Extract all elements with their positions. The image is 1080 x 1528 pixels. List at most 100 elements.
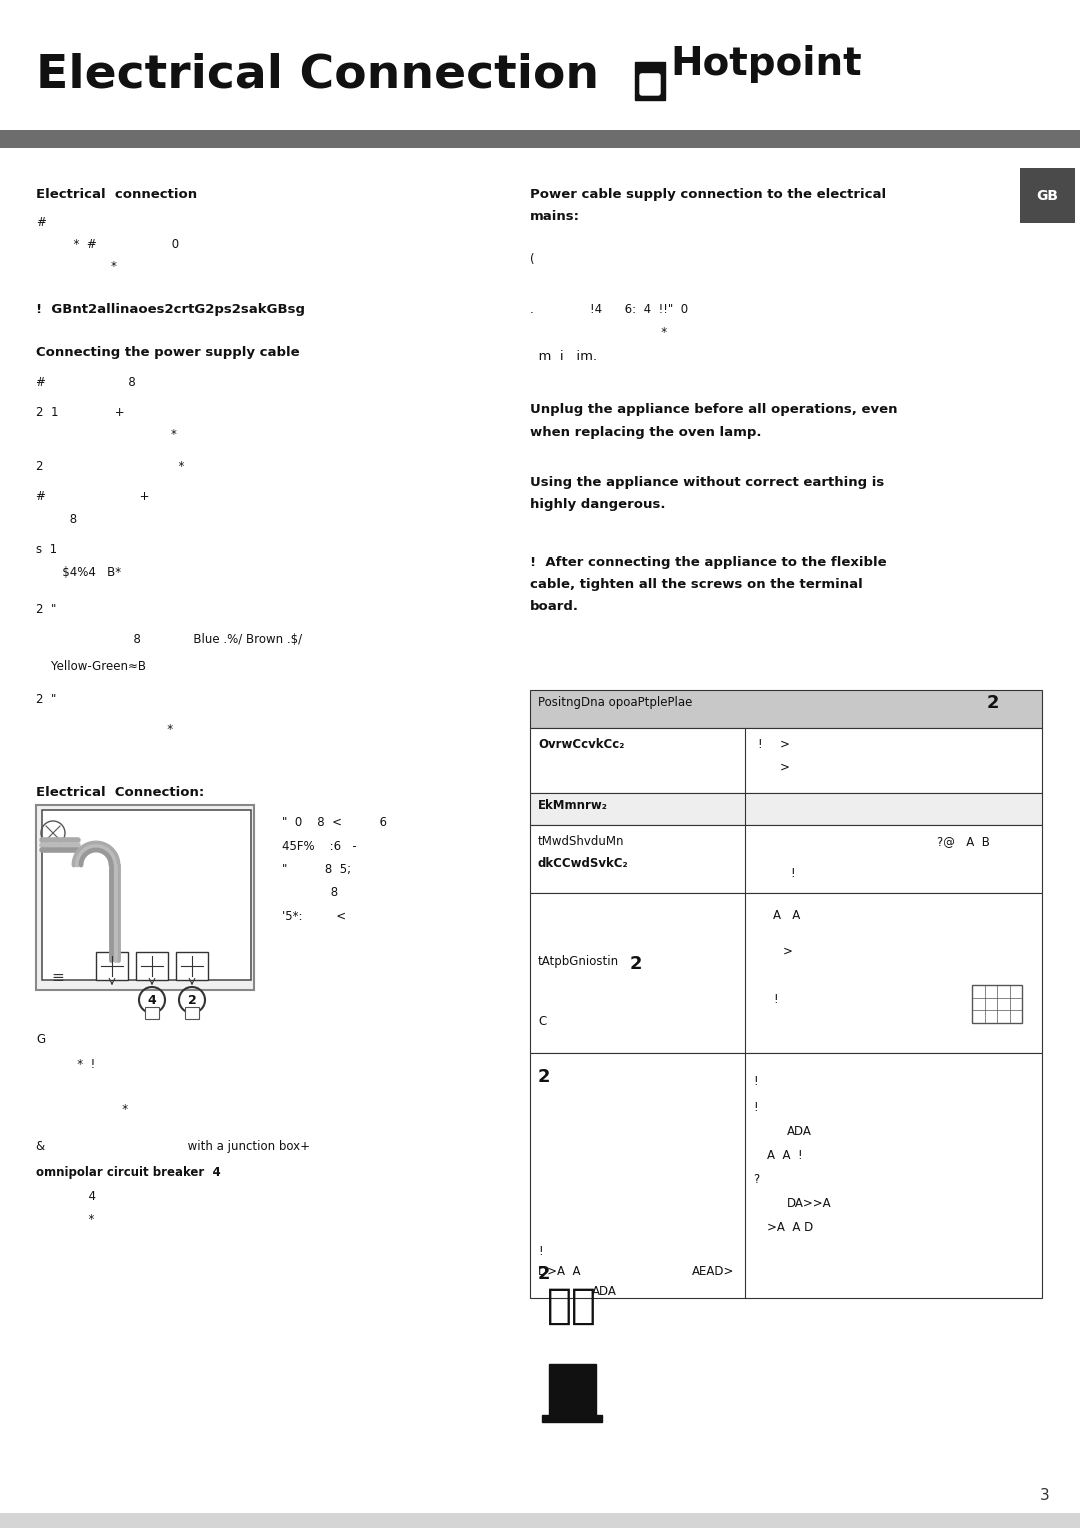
Text: 2  ": 2 " [36,604,56,616]
Bar [530,825,1042,892]
Text: GB: GB [1037,188,1058,203]
Text: &                                      with a junction box+: & with a junction box+ [36,1140,310,1154]
Bar [176,952,208,979]
Text: ADA: ADA [592,1285,617,1297]
Text: 3: 3 [1040,1488,1050,1504]
Text: 45F%    :6   -: 45F% :6 - [282,840,356,853]
Text: dkCCwdSvkC₂: dkCCwdSvkC₂ [538,857,629,869]
Text: 8: 8 [36,513,77,526]
Text: m  i   im.: m i im. [530,350,597,364]
Text: A  A  !: A A ! [767,1149,802,1161]
Bar [0,1513,1080,1528]
Text: *: * [530,325,667,339]
FancyBboxPatch shape [640,73,660,95]
Text: 2: 2 [538,1068,551,1086]
Text: cable, tighten all the screws on the terminal: cable, tighten all the screws on the ter… [530,578,863,591]
Text: AEAD>: AEAD> [692,1265,734,1277]
Text: Electrical  connection: Electrical connection [36,188,198,202]
Text: !  After connecting the appliance to the flexible: ! After connecting the appliance to the … [530,556,887,568]
Text: >: > [780,738,789,750]
Bar [136,952,168,979]
Text: Yellow-Green≈B: Yellow-Green≈B [36,660,146,672]
Text: omnipolar circuit breaker  4: omnipolar circuit breaker 4 [36,1166,220,1180]
Text: 2: 2 [188,993,197,1007]
Text: .               !4      6:  4  !!"  0: . !4 6: 4 !!" 0 [530,303,688,316]
Text: highly dangerous.: highly dangerous. [530,498,665,510]
Text: 4: 4 [36,1190,96,1203]
Text: !: ! [538,1245,542,1258]
Bar [145,1007,159,1019]
Text: !: ! [753,1102,758,1114]
Text: A   A: A A [773,909,800,921]
Text: 2: 2 [538,1265,551,1284]
Text: EkMmnrw₂: EkMmnrw₂ [538,799,608,811]
Text: !: ! [757,738,761,750]
Text: $4%4   B*: $4%4 B* [36,565,121,579]
Text: *: * [36,1103,129,1115]
Text: #                      8: # 8 [36,376,136,390]
Text: (: ( [530,254,535,266]
Text: C: C [538,1015,546,1028]
Text: DA>>A: DA>>A [787,1196,832,1210]
Text: OvrwCcvkCc₂: OvrwCcvkCc₂ [538,738,624,750]
Text: Electrical Connection: Electrical Connection [36,53,599,98]
Text: *: * [36,723,173,736]
Bar [185,1007,199,1019]
Text: tMwdShvduMn: tMwdShvduMn [538,834,624,848]
Text: *: * [36,260,117,274]
Text: 4: 4 [148,993,157,1007]
Text: ?@   A  B: ?@ A B [937,834,990,848]
Text: *  !: * ! [36,1057,95,1071]
Text: 2  ": 2 " [36,694,56,706]
Text: ADA: ADA [787,1125,812,1138]
Text: board.: board. [530,601,579,613]
Text: Using the appliance without correct earthing is: Using the appliance without correct eart… [530,477,885,489]
Bar [0,130,1080,148]
Bar [1020,168,1075,223]
Text: PositngDna opoaPtplePlae: PositngDna opoaPtplePlae [538,695,692,709]
Text: Connecting the power supply cable: Connecting the power supply cable [36,345,299,359]
Text: !: ! [773,993,778,1005]
Text: *: * [36,428,177,442]
FancyBboxPatch shape [549,1365,595,1416]
Text: ?: ? [753,1174,759,1186]
Text: G: G [36,1033,45,1047]
Bar [530,691,1042,727]
Text: !: ! [753,1076,758,1088]
Bar [530,793,1042,825]
Text: *  #                    0: * # 0 [36,238,179,251]
Text: >A  A D: >A A D [767,1221,813,1235]
Bar [530,727,1042,793]
Text: Electrical  Connection:: Electrical Connection: [36,785,204,799]
Text: 2: 2 [630,955,643,973]
Text: !: ! [791,866,795,880]
Text: 2  1               +: 2 1 + [36,406,124,419]
Text: D>A  A: D>A A [538,1265,581,1277]
Text: mains:: mains: [530,209,580,223]
Text: s  1: s 1 [36,542,57,556]
Text: 8              Blue .%/ Brown .$/: 8 Blue .%/ Brown .$/ [36,633,302,646]
Bar [972,986,1022,1024]
Text: #: # [36,215,45,229]
Text: #                         +: # + [36,490,149,503]
Text: 2: 2 [987,694,999,712]
Text: '5*:         <: '5*: < [282,911,346,923]
Bar [96,952,129,979]
Text: !  GBnt2allinaoes2crtG2ps2sakGBsg: ! GBnt2allinaoes2crtG2ps2sakGBsg [36,303,305,316]
Text: Hotpoint: Hotpoint [670,44,862,83]
Text: Power cable supply connection to the electrical: Power cable supply connection to the ele… [530,188,886,202]
Bar [530,1053,1042,1297]
Text: "  0    8  <          6: " 0 8 < 6 [282,816,387,830]
Text: >: > [780,761,789,775]
Bar [42,810,251,979]
Text: 2                                    *: 2 * [36,460,185,474]
Text: >: > [783,944,793,958]
Bar [530,892,1042,1053]
Bar [635,63,665,99]
Text: ≡: ≡ [52,970,65,986]
Text: *: * [36,1213,94,1225]
Text: when replacing the oven lamp.: when replacing the oven lamp. [530,426,761,439]
Bar [542,1415,602,1423]
Text: 8: 8 [282,886,338,898]
Text: ⒸⒺ: ⒸⒺ [546,1285,597,1326]
